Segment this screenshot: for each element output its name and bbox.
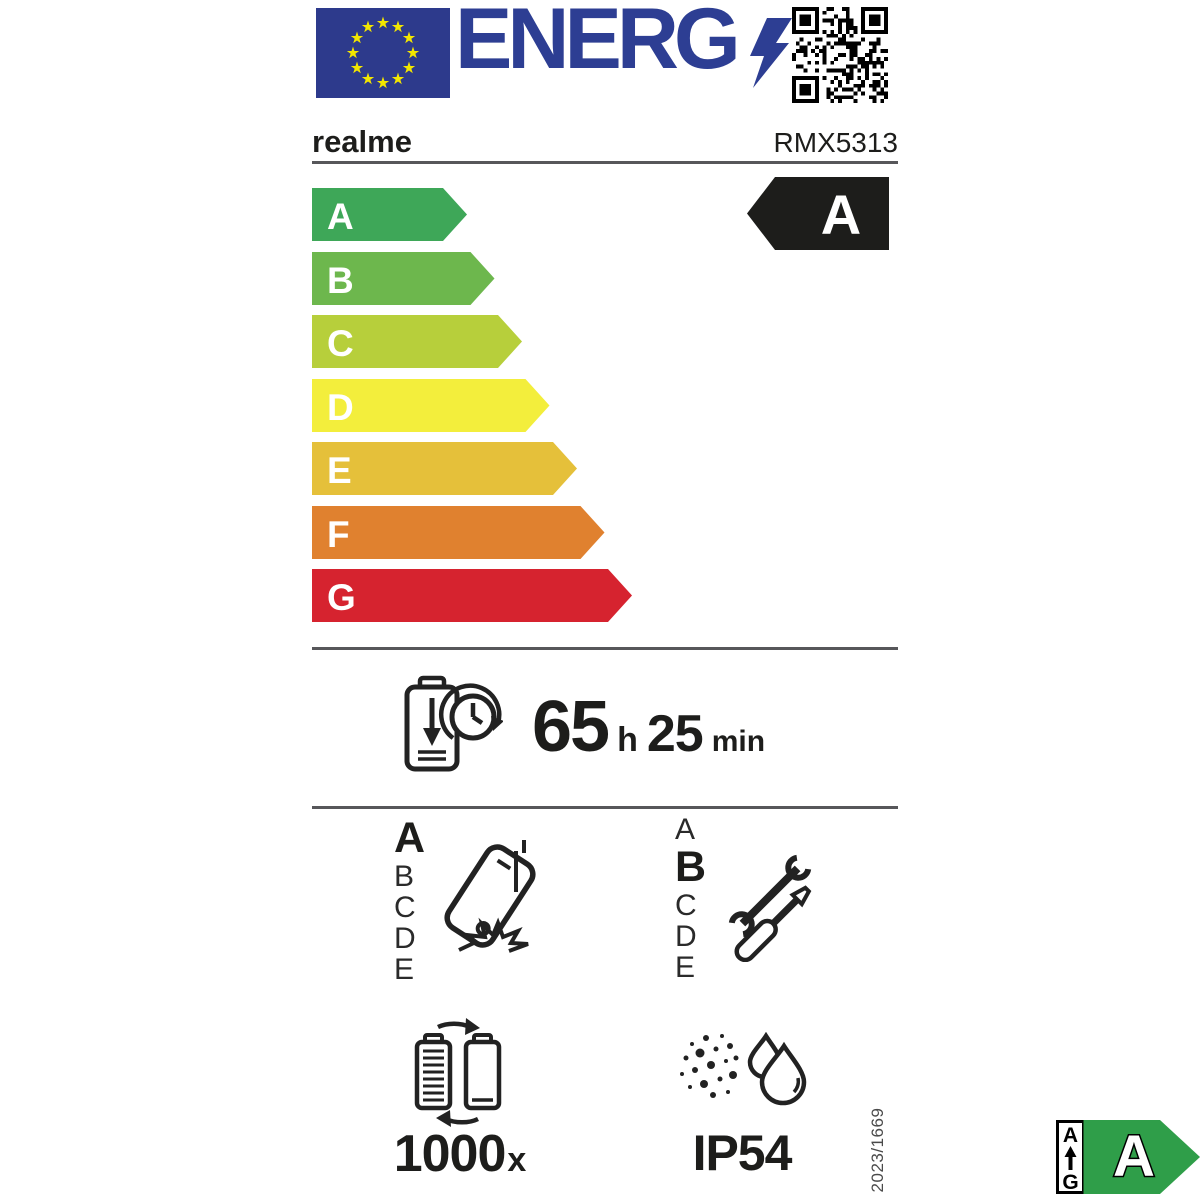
drop-class-b: B — [394, 859, 415, 893]
separator-line — [312, 806, 898, 809]
efficiency-class-letter: C — [327, 323, 354, 364]
endurance-hours-unit: h — [617, 721, 638, 759]
efficiency-class-letter: G — [327, 577, 356, 618]
phone-drop-icon — [444, 840, 536, 953]
cycles-number: 1000 — [393, 1125, 507, 1183]
repair-class-e: E — [675, 951, 696, 985]
cycles-suffix: x — [507, 1141, 527, 1179]
ingress-protection-value: IP54 — [692, 1125, 793, 1181]
lightning-bolt-icon — [750, 18, 792, 88]
efficiency-class-arrow-g: G — [312, 569, 632, 622]
efficiency-class-letter: A — [327, 196, 354, 237]
efficiency-class-arrow-d: D — [312, 378, 550, 432]
endurance-minutes-unit: min — [711, 725, 766, 758]
energy-rating-arrow: A — [747, 177, 889, 250]
regulation-number: 2023/1669 — [868, 1107, 887, 1193]
efficiency-class-letter: B — [327, 260, 354, 301]
efficiency-class-letter: F — [327, 514, 350, 555]
efficiency-class-arrow-a: A — [312, 188, 467, 241]
efficiency-class-letter: E — [327, 450, 352, 491]
eu-flag-icon — [316, 8, 450, 98]
mini-label-rating: A — [1113, 1124, 1155, 1189]
battery-endurance-icon — [404, 675, 503, 772]
brand-name: realme — [312, 124, 412, 159]
battery-endurance-value: 65 h 25 min — [532, 686, 765, 768]
mini-energy-label: A G A — [1056, 1120, 1200, 1194]
mini-label-bottom: G — [1062, 1171, 1078, 1194]
efficiency-class-letter: D — [327, 387, 354, 428]
repair-class-b-selected: B — [675, 843, 707, 892]
efficiency-class-arrow-b: B — [312, 251, 495, 305]
separator-line — [312, 647, 898, 650]
dust-water-icon — [680, 1032, 807, 1106]
battery-cycles-value: 1000 x — [365, 1124, 555, 1184]
qr-code — [792, 7, 888, 103]
energ-logo-text: ENERG — [455, 0, 741, 87]
separator-line — [312, 161, 898, 164]
drop-class-e: E — [394, 953, 415, 987]
efficiency-class-arrow-c: C — [312, 315, 522, 368]
repair-tools-icon — [728, 854, 812, 962]
drop-class-a-selected: A — [394, 814, 426, 862]
drop-class-d: D — [394, 922, 416, 956]
energy-rating-letter: A — [821, 183, 861, 246]
battery-cycles-icon — [414, 1018, 502, 1127]
mini-label-top: A — [1063, 1124, 1078, 1147]
efficiency-class-arrow-f: F — [312, 505, 605, 559]
repair-class-d: D — [675, 920, 697, 954]
model-number: RMX5313 — [773, 127, 898, 158]
efficiency-class-arrow-e: E — [312, 442, 577, 495]
repair-class-a: A — [675, 813, 696, 846]
endurance-minutes: 25 — [646, 705, 704, 763]
repair-class-c: C — [675, 888, 697, 922]
endurance-hours: 65 — [532, 687, 610, 767]
drop-class-c: C — [394, 890, 416, 924]
